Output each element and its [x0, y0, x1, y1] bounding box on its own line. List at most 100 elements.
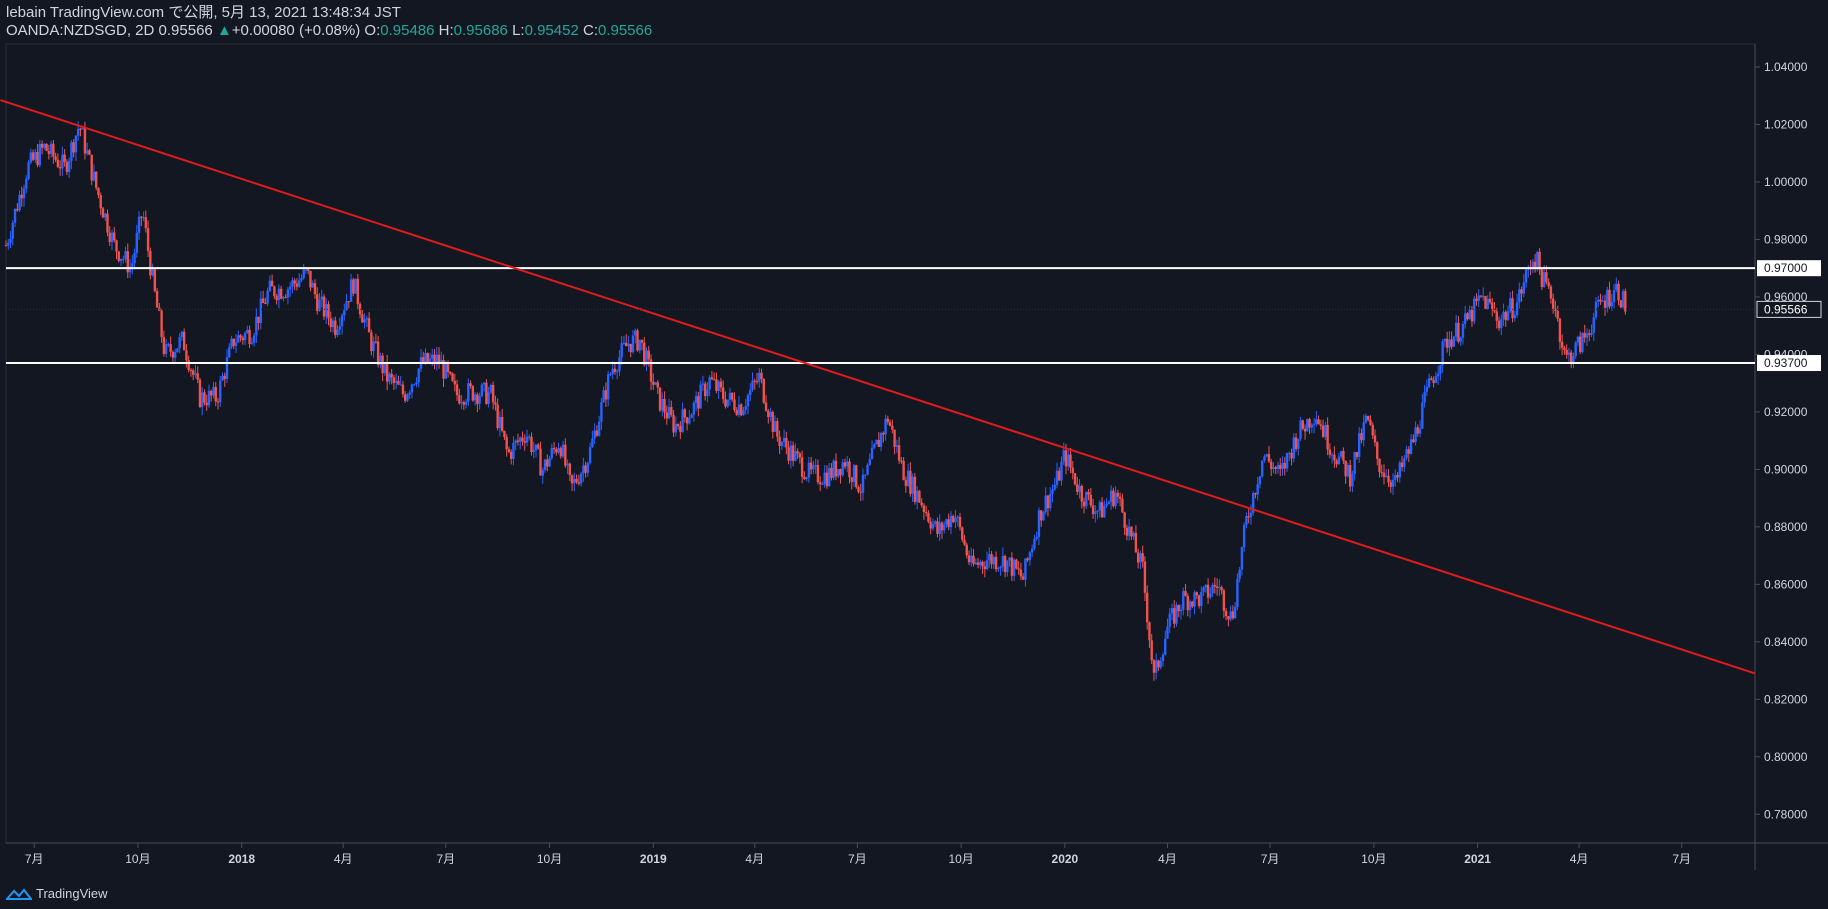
- candle-body: [1152, 660, 1156, 673]
- candle-body: [532, 450, 535, 452]
- candle-body: [496, 404, 499, 429]
- candle-body: [800, 457, 804, 477]
- candle-body: [577, 482, 581, 484]
- candle-body: [1220, 587, 1223, 591]
- candle-body: [537, 444, 540, 449]
- candle-body: [1035, 537, 1038, 539]
- candle-body: [1612, 290, 1616, 303]
- candle-body: [329, 318, 332, 328]
- high-value: 0.95686: [453, 22, 508, 39]
- candle-body: [622, 342, 626, 344]
- symbol-label[interactable]: OANDA:NZDSGD, 2D: [6, 22, 155, 39]
- candle-body: [239, 335, 242, 338]
- candle-body: [1037, 510, 1041, 538]
- footer-brand[interactable]: TradingView: [6, 886, 108, 901]
- candle-body: [415, 382, 418, 385]
- candle-body: [625, 342, 628, 347]
- candle-body: [113, 232, 116, 241]
- candle-body: [1015, 559, 1018, 569]
- candle-body: [9, 238, 12, 243]
- candle-body: [656, 382, 659, 388]
- candle-body: [685, 417, 689, 424]
- candle-body: [133, 252, 136, 264]
- candle-body: [142, 217, 145, 219]
- candle-body: [1139, 553, 1142, 563]
- candle-body: [201, 392, 204, 408]
- candle-body: [18, 194, 21, 211]
- candle-body: [1624, 291, 1627, 312]
- candle-body: [1473, 298, 1476, 322]
- candle-body: [846, 461, 849, 467]
- candle-body: [568, 463, 572, 476]
- candle-body: [818, 482, 822, 485]
- candle-body: [442, 360, 445, 379]
- candle-body: [1051, 489, 1054, 494]
- candle-body: [712, 379, 716, 381]
- candle-body: [385, 362, 389, 382]
- candle-body: [809, 462, 813, 470]
- candle-body: [546, 459, 549, 467]
- candle-body: [963, 539, 966, 545]
- candle-body: [485, 382, 488, 404]
- candle-body: [728, 392, 732, 400]
- candle-body: [97, 187, 100, 196]
- last-price-box: [1756, 300, 1822, 318]
- candle-body: [708, 377, 711, 390]
- candle-body: [1398, 462, 1401, 478]
- candle-body: [1588, 333, 1591, 335]
- candle-body: [1103, 505, 1106, 518]
- candle-body: [787, 447, 790, 461]
- candle-body: [1608, 289, 1611, 307]
- candle-body: [882, 433, 885, 435]
- candle-body: [627, 343, 630, 347]
- candle-body: [1251, 493, 1255, 513]
- candle-body: [282, 297, 285, 299]
- candle-body: [219, 380, 222, 403]
- candle-body: [394, 380, 398, 383]
- candle-body: [1603, 300, 1607, 308]
- candle-body: [575, 478, 578, 483]
- candle-body: [974, 562, 977, 564]
- candle-body: [47, 150, 51, 154]
- candle-body: [1118, 496, 1122, 499]
- candle-body: [859, 491, 862, 493]
- high-label: H:: [438, 22, 454, 39]
- candle-body: [13, 208, 17, 223]
- candle-body: [548, 458, 551, 467]
- candle-body: [1211, 584, 1214, 594]
- candle-body: [297, 280, 301, 287]
- candle-body: [1353, 452, 1356, 475]
- candle-body: [1238, 569, 1241, 579]
- candle-body: [749, 389, 752, 396]
- candle-body: [1533, 261, 1537, 267]
- candle-body: [1502, 311, 1505, 320]
- candle-body: [1585, 333, 1589, 338]
- x-tick-label: 4月: [1158, 852, 1177, 866]
- candle-body: [1400, 462, 1404, 468]
- candle-body: [649, 359, 653, 382]
- candle-body: [1017, 568, 1020, 570]
- open-label: O:: [364, 22, 381, 39]
- candle-body: [1522, 282, 1526, 294]
- candle-body: [949, 515, 953, 528]
- x-tick-label: 10月: [125, 852, 150, 866]
- x-tick-label: 4月: [745, 852, 764, 866]
- candle-body: [1200, 591, 1203, 607]
- candle-body: [4, 245, 8, 247]
- candle-body: [703, 383, 707, 397]
- candle-body: [1421, 402, 1424, 429]
- candle-body: [1003, 555, 1007, 573]
- candle-body: [1450, 339, 1453, 347]
- candle-body: [1576, 336, 1580, 343]
- candle-body: [1466, 313, 1469, 320]
- candle-body: [140, 216, 143, 218]
- candle-body: [1540, 269, 1544, 288]
- candle-body: [61, 154, 64, 169]
- candle-body: [762, 378, 765, 403]
- candle-body: [1538, 251, 1541, 270]
- publish-line: lebain TradingView.com で公開, 5月 13, 2021 …: [6, 4, 401, 21]
- y-tick-label: 0.90000: [1764, 462, 1808, 476]
- candle-body: [839, 469, 842, 476]
- candle-body: [1091, 505, 1095, 515]
